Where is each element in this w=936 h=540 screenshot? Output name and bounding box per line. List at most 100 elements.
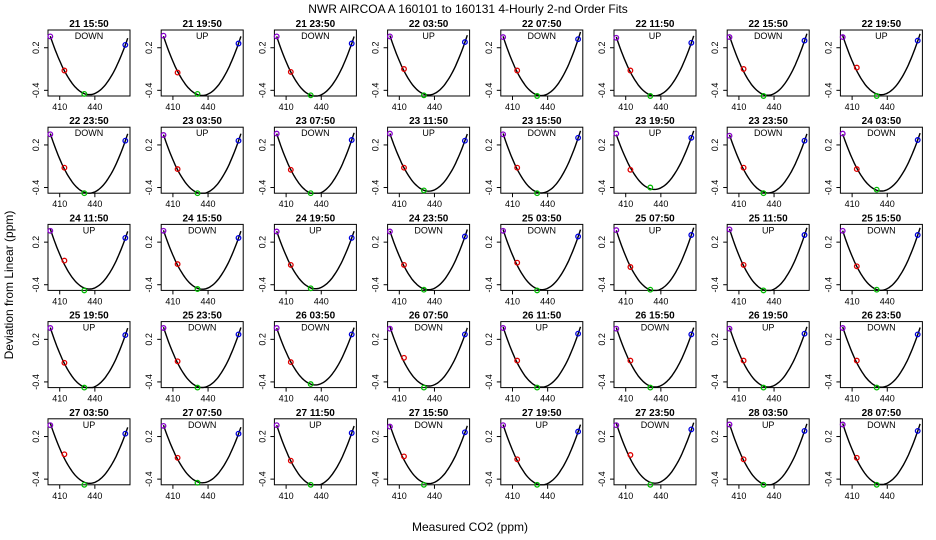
panel-title: 22 11:50 xyxy=(636,19,675,30)
y-tick-label: -0.4 xyxy=(710,374,720,390)
panel-direction: UP xyxy=(83,420,96,430)
fit-curve xyxy=(389,133,468,192)
fit-curve xyxy=(728,227,808,292)
x-tick-label: 440 xyxy=(540,394,555,404)
standard-point-4 xyxy=(575,330,582,337)
standard-point-2 xyxy=(514,67,521,74)
x-tick-label: 440 xyxy=(767,394,782,404)
standard-point-1 xyxy=(613,34,620,41)
y-tick-label: -0.4 xyxy=(144,471,154,487)
fit-curve xyxy=(842,132,921,192)
y-tick-label: 0.2 xyxy=(31,333,41,346)
fit-curve xyxy=(842,326,921,388)
fit-curve xyxy=(502,130,582,194)
standard-point-4 xyxy=(235,430,242,437)
x-tick-label: 410 xyxy=(731,296,746,306)
panel-title: 27 03:50 xyxy=(69,408,109,419)
x-tick-label: 440 xyxy=(87,394,102,404)
x-tick-label: 440 xyxy=(427,491,442,501)
panel-title: 22 23:50 xyxy=(69,116,109,127)
standard-point-2 xyxy=(740,456,747,463)
panel-title: 26 07:50 xyxy=(409,311,449,322)
x-tick-label: 440 xyxy=(427,102,442,112)
x-tick-label: 410 xyxy=(618,296,633,306)
panel-direction: DOWN xyxy=(867,323,896,333)
x-tick-label: 440 xyxy=(540,102,555,112)
x-tick-label: 410 xyxy=(52,491,67,501)
panel-title: 23 11:50 xyxy=(409,116,448,127)
y-tick-label: -0.4 xyxy=(31,471,41,487)
panel-title: 22 19:50 xyxy=(862,19,902,30)
standard-point-1 xyxy=(47,131,54,138)
y-tick-label: 0.2 xyxy=(484,139,494,152)
y-tick-label: 0.2 xyxy=(597,139,607,152)
x-axis-label: Measured CO2 (ppm) xyxy=(412,520,528,534)
standard-point-1 xyxy=(726,34,733,41)
standard-point-1 xyxy=(613,422,620,429)
y-tick-label: 0.2 xyxy=(144,236,154,249)
panel-title: 24 23:50 xyxy=(409,213,449,224)
x-tick-label: 410 xyxy=(165,296,180,306)
standard-point-2 xyxy=(401,453,407,460)
panel-frame xyxy=(273,321,357,389)
y-tick-label: 0.2 xyxy=(597,333,607,346)
standard-point-4 xyxy=(348,430,355,436)
x-tick-label: 410 xyxy=(845,199,860,209)
standard-point-3 xyxy=(760,190,767,197)
y-tick-label: -0.4 xyxy=(484,180,494,196)
y-tick-label: -0.4 xyxy=(484,277,494,293)
panel-title: 26 11:50 xyxy=(522,311,561,322)
standard-point-3 xyxy=(534,93,541,99)
panel-title: 23 15:50 xyxy=(522,116,562,127)
fit-curve xyxy=(728,33,808,96)
fit-curve xyxy=(162,424,242,484)
fit-curve xyxy=(162,230,242,290)
x-tick-label: 410 xyxy=(392,394,407,404)
fit-curve xyxy=(728,326,808,388)
x-tick-label: 440 xyxy=(767,491,782,501)
x-tick-label: 410 xyxy=(731,102,746,112)
standard-point-4 xyxy=(461,39,468,46)
standard-point-3 xyxy=(194,286,201,292)
standard-point-3 xyxy=(873,286,880,293)
fit-curve xyxy=(276,132,355,194)
standard-point-3 xyxy=(760,481,767,488)
panel-direction: DOWN xyxy=(301,323,330,333)
panel-title: 26 19:50 xyxy=(748,311,788,322)
panel-title: 25 15:50 xyxy=(862,213,902,224)
panel-direction: DOWN xyxy=(414,323,443,333)
y-tick-label: -0.4 xyxy=(823,374,833,390)
panel-title: 28 03:50 xyxy=(748,408,788,419)
standard-point-4 xyxy=(122,430,129,437)
y-tick-label: 0.2 xyxy=(484,41,494,54)
y-tick-label: 0.2 xyxy=(144,139,154,152)
fit-curve xyxy=(162,326,242,389)
standard-point-4 xyxy=(235,234,242,241)
standard-point-3 xyxy=(534,481,541,488)
panel-frame xyxy=(47,29,131,97)
standard-point-2 xyxy=(401,66,407,72)
x-tick-label: 440 xyxy=(427,296,442,306)
standard-point-2 xyxy=(401,164,407,171)
panel-direction: DOWN xyxy=(188,420,217,430)
panel-direction: UP xyxy=(309,420,322,430)
standard-point-3 xyxy=(307,190,314,197)
fit-curve xyxy=(615,422,695,484)
panel-direction: UP xyxy=(196,128,209,138)
panel-direction: UP xyxy=(422,31,435,41)
standard-point-2 xyxy=(61,359,68,366)
standard-point-1 xyxy=(273,325,280,331)
y-tick-label: 0.2 xyxy=(597,41,607,54)
standard-point-3 xyxy=(81,384,88,391)
y-tick-label: -0.4 xyxy=(597,83,607,99)
panel-direction: UP xyxy=(649,225,662,235)
standard-point-2 xyxy=(61,67,68,74)
panel-frame xyxy=(47,418,131,486)
x-tick-label: 440 xyxy=(767,296,782,306)
panel-title: 27 19:50 xyxy=(522,408,562,419)
